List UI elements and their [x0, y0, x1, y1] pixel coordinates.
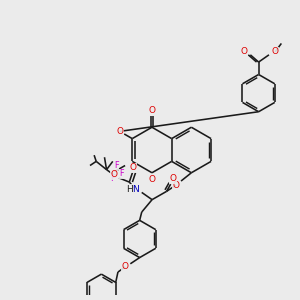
Text: H: H	[126, 185, 133, 194]
Text: O: O	[169, 175, 176, 184]
Text: F: F	[119, 169, 124, 178]
Text: O: O	[148, 176, 155, 184]
Text: F: F	[114, 161, 119, 170]
Text: O: O	[116, 127, 123, 136]
Text: O: O	[110, 170, 117, 179]
Text: O: O	[241, 47, 248, 56]
Text: O: O	[130, 163, 137, 172]
Text: F: F	[110, 175, 115, 184]
Text: O: O	[148, 106, 155, 115]
Text: N: N	[132, 185, 139, 194]
Text: O: O	[122, 262, 129, 272]
Text: O: O	[272, 47, 279, 56]
Text: O: O	[172, 181, 179, 190]
